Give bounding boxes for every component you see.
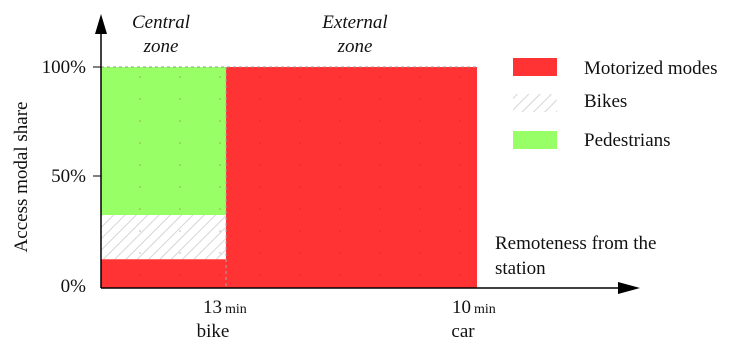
central-zone-line2: zone (143, 36, 179, 57)
marker-bike-mode: bike (197, 321, 230, 342)
legend-swatch-bikes (513, 94, 557, 112)
marker-car-value: 10 min (452, 297, 496, 318)
legend: Motorized modes Bikes Pedestrians (513, 58, 718, 151)
external-zone-line1: External (321, 12, 387, 33)
legend-swatch-motorized (513, 58, 557, 76)
marker-bike-value: 13 min (203, 297, 247, 318)
grid-dots (101, 67, 477, 288)
y-axis-label: Access modal share (11, 102, 32, 253)
external-zone-line2: zone (337, 36, 373, 57)
marker-car-mode: car (451, 321, 475, 342)
y-tick-label-100: 100% (42, 57, 87, 78)
y-axis-arrow (95, 14, 107, 34)
central-zone-line1: Central (132, 12, 190, 33)
legend-swatch-pedestrians (513, 131, 557, 149)
plot-area (101, 66, 477, 288)
legend-label-bikes: Bikes (584, 91, 627, 112)
x-axis-label-line2: station (495, 258, 546, 279)
legend-label-motorized: Motorized modes (584, 58, 718, 79)
legend-label-pedestrians: Pedestrians (584, 130, 671, 151)
axes (93, 14, 640, 294)
y-tick-label-0: 0% (61, 276, 87, 297)
y-tick-label-50: 50% (51, 166, 86, 187)
x-axis-arrow (618, 282, 640, 294)
x-axis-label-line1: Remoteness from the (495, 233, 656, 254)
